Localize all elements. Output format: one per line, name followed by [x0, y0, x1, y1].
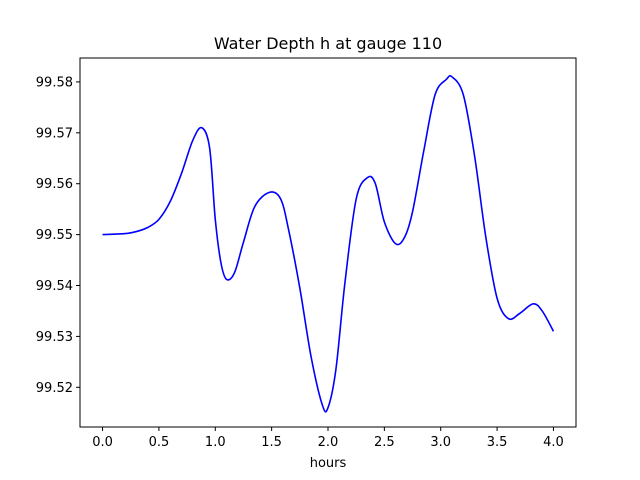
x-tick-label: 2.0	[318, 435, 339, 450]
y-tick-label: 99.57	[36, 126, 73, 141]
y-tick-label: 99.52	[36, 381, 73, 396]
axis-ticks: 0.0 0.5 1.0 1.5 2.0 2.5 3.0 3.5 4.0 99.52 99.53 99.…	[36, 75, 564, 450]
x-tick-label: 0.0	[92, 435, 113, 450]
x-tick-label: 4.0	[543, 435, 564, 450]
y-tick-label: 99.56	[36, 177, 73, 192]
x-tick-label: 2.5	[374, 435, 395, 450]
x-axis-label: hours	[310, 456, 347, 471]
plot-area	[102, 74, 555, 413]
y-tick-label: 99.55	[36, 228, 73, 243]
series-line	[102, 74, 555, 413]
x-tick-label: 1.0	[205, 435, 226, 450]
x-tick-label: 3.0	[430, 435, 451, 450]
x-tick-label: 0.5	[149, 435, 170, 450]
x-tick-label: 1.5	[261, 435, 282, 450]
y-tick-label: 99.54	[36, 279, 73, 294]
chart-title: Water Depth h at gauge 110	[214, 34, 442, 53]
y-tick-label: 99.53	[36, 330, 73, 345]
y-tick-label: 99.58	[36, 75, 73, 90]
x-tick-label: 3.5	[487, 435, 508, 450]
plot-frame	[79, 57, 577, 428]
